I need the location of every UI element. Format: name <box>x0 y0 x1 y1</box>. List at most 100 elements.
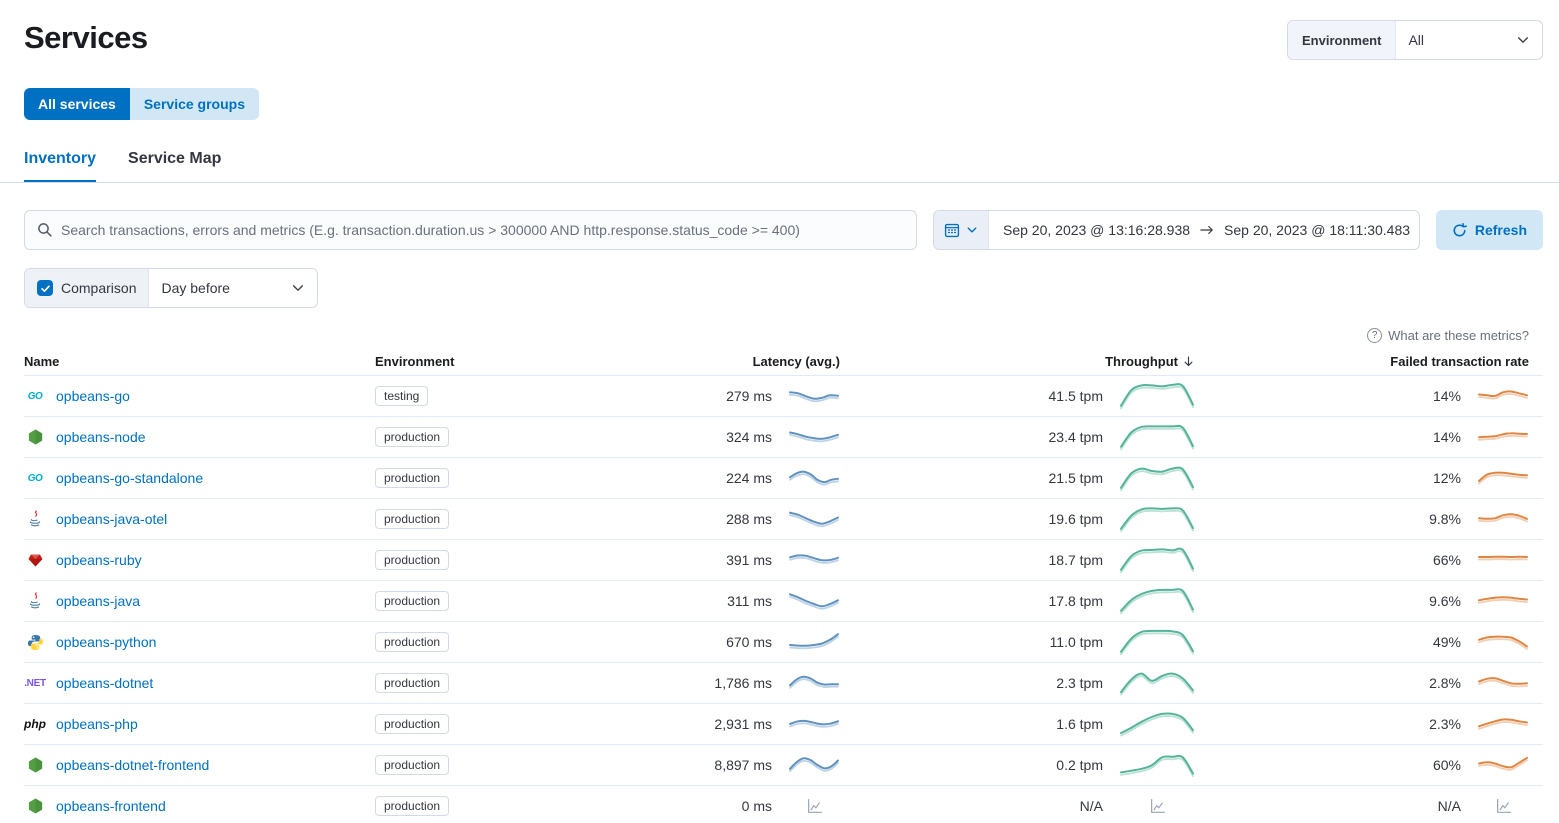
dotnet-agent-icon: .NET <box>24 678 46 689</box>
throughput-cell: 41.5 tpm <box>840 381 1195 412</box>
failed-rate-cell: 66% <box>1195 549 1543 571</box>
latency-value: 0 ms <box>742 798 772 814</box>
throughput-value: 2.3 tpm <box>1056 675 1103 691</box>
environment-filter-selected: All <box>1408 32 1424 48</box>
service-name-cell: opbeans-frontend <box>24 797 375 815</box>
throughput-sparkline <box>1119 586 1195 617</box>
failed-rate-cell: 2.8% <box>1195 672 1543 694</box>
service-name-link[interactable]: opbeans-java-otel <box>56 511 167 527</box>
search-input[interactable] <box>61 222 904 238</box>
throughput-value: 1.6 tpm <box>1056 716 1103 732</box>
column-header-throughput[interactable]: Throughput <box>840 354 1195 369</box>
comparison-control: Comparison Day before <box>24 268 318 308</box>
search-bar[interactable] <box>24 210 917 250</box>
services-page: Services Environment All All services Se… <box>0 0 1559 823</box>
failed-rate-value: 14% <box>1433 388 1461 404</box>
service-name-cell: opbeans-node <box>24 428 375 446</box>
no-data-chart-icon <box>1495 798 1512 815</box>
comparison-checkbox[interactable] <box>37 280 53 296</box>
environment-filter-value[interactable]: All <box>1396 21 1542 59</box>
column-header-name[interactable]: Name <box>24 354 375 369</box>
latency-value: 8,897 ms <box>714 757 772 773</box>
service-name-link[interactable]: opbeans-java <box>56 593 140 609</box>
failed-rate-value: 49% <box>1433 634 1461 650</box>
services-view-toggle: All services Service groups <box>24 88 259 120</box>
node-agent-icon <box>24 756 46 774</box>
latency-sparkline <box>788 590 840 612</box>
latency-value: 2,931 ms <box>714 716 772 732</box>
latency-cell: 279 ms <box>675 385 840 407</box>
service-name-link[interactable]: opbeans-frontend <box>56 798 166 814</box>
chevron-down-icon <box>966 224 978 236</box>
service-name-link[interactable]: opbeans-node <box>56 429 146 445</box>
throughput-cell: 17.8 tpm <box>840 586 1195 617</box>
column-header-failed-rate[interactable]: Failed transaction rate <box>1195 354 1543 369</box>
failed-rate-value: N/A <box>1438 798 1461 814</box>
throughput-sparkline <box>1119 750 1195 781</box>
go-agent-icon: GO <box>24 391 46 402</box>
latency-value: 288 ms <box>726 511 772 527</box>
chevron-down-icon <box>291 281 305 295</box>
throughput-value: 19.6 tpm <box>1049 511 1103 527</box>
quick-select-menu[interactable] <box>934 211 989 249</box>
query-controls: Sep 20, 2023 @ 13:16:28.938 Sep 20, 2023… <box>24 210 1543 250</box>
failed-rate-sparkline <box>1477 508 1529 530</box>
service-groups-button[interactable]: Service groups <box>130 88 259 120</box>
php-agent-icon: php <box>24 717 46 731</box>
service-name-link[interactable]: opbeans-ruby <box>56 552 142 568</box>
failed-rate-value: 9.6% <box>1429 593 1461 609</box>
environment-cell: production <box>375 755 675 775</box>
environment-cell: production <box>375 714 675 734</box>
environment-cell: production <box>375 509 675 529</box>
failed-rate-sparkline <box>1477 754 1529 776</box>
environment-cell: testing <box>375 386 675 406</box>
throughput-cell: 23.4 tpm <box>840 422 1195 453</box>
service-name-link[interactable]: opbeans-go-standalone <box>56 470 203 486</box>
refresh-button[interactable]: Refresh <box>1436 210 1543 250</box>
throughput-cell: 18.7 tpm <box>840 545 1195 576</box>
column-header-environment[interactable]: Environment <box>375 354 675 369</box>
service-name-link[interactable]: opbeans-python <box>56 634 156 650</box>
failed-rate-sparkline <box>1477 590 1529 612</box>
latency-cell: 0 ms <box>675 798 840 815</box>
date-range: Sep 20, 2023 @ 13:16:28.938 Sep 20, 2023… <box>989 211 1420 249</box>
refresh-label: Refresh <box>1475 222 1527 238</box>
service-name-link[interactable]: opbeans-php <box>56 716 138 732</box>
environment-badge: production <box>375 755 449 775</box>
calendar-icon <box>944 222 960 238</box>
end-date[interactable]: Sep 20, 2023 @ 18:11:30.483 <box>1224 222 1410 238</box>
start-date[interactable]: Sep 20, 2023 @ 13:16:28.938 <box>1003 222 1190 238</box>
column-header-latency[interactable]: Latency (avg.) <box>675 354 840 369</box>
latency-value: 670 ms <box>726 634 772 650</box>
node-agent-icon <box>24 428 46 446</box>
comparison-select[interactable]: Day before <box>149 269 317 307</box>
page-title: Services <box>24 20 148 56</box>
failed-rate-value: 2.8% <box>1429 675 1461 691</box>
environment-cell: production <box>375 468 675 488</box>
service-name-cell: .NET opbeans-dotnet <box>24 675 375 691</box>
latency-sparkline <box>788 385 840 407</box>
service-name-cell: opbeans-java-otel <box>24 510 375 528</box>
tab-service-map[interactable]: Service Map <box>128 150 221 182</box>
service-name-link[interactable]: opbeans-dotnet <box>56 675 153 691</box>
tab-inventory[interactable]: Inventory <box>24 150 96 182</box>
no-data-chart-icon <box>806 798 823 815</box>
throughput-value: N/A <box>1080 798 1103 814</box>
latency-cell: 311 ms <box>675 590 840 612</box>
service-name-link[interactable]: opbeans-go <box>56 388 130 404</box>
latency-sparkline <box>788 631 840 653</box>
ruby-agent-icon <box>24 552 46 569</box>
throughput-sparkline <box>1119 463 1195 494</box>
latency-value: 1,786 ms <box>714 675 772 691</box>
latency-cell: 8,897 ms <box>675 754 840 776</box>
service-name-link[interactable]: opbeans-dotnet-frontend <box>56 757 209 773</box>
comparison-selected-value: Day before <box>161 280 229 296</box>
latency-cell: 288 ms <box>675 508 840 530</box>
throughput-sparkline <box>1119 627 1195 658</box>
environment-cell: production <box>375 427 675 447</box>
environment-filter[interactable]: Environment All <box>1287 20 1543 60</box>
table-row: opbeans-frontend production 0 ms N/A N/A <box>24 786 1543 823</box>
throughput-cell: 11.0 tpm <box>840 627 1195 658</box>
metrics-help-link[interactable]: What are these metrics? <box>1388 328 1529 343</box>
all-services-button[interactable]: All services <box>24 88 130 120</box>
